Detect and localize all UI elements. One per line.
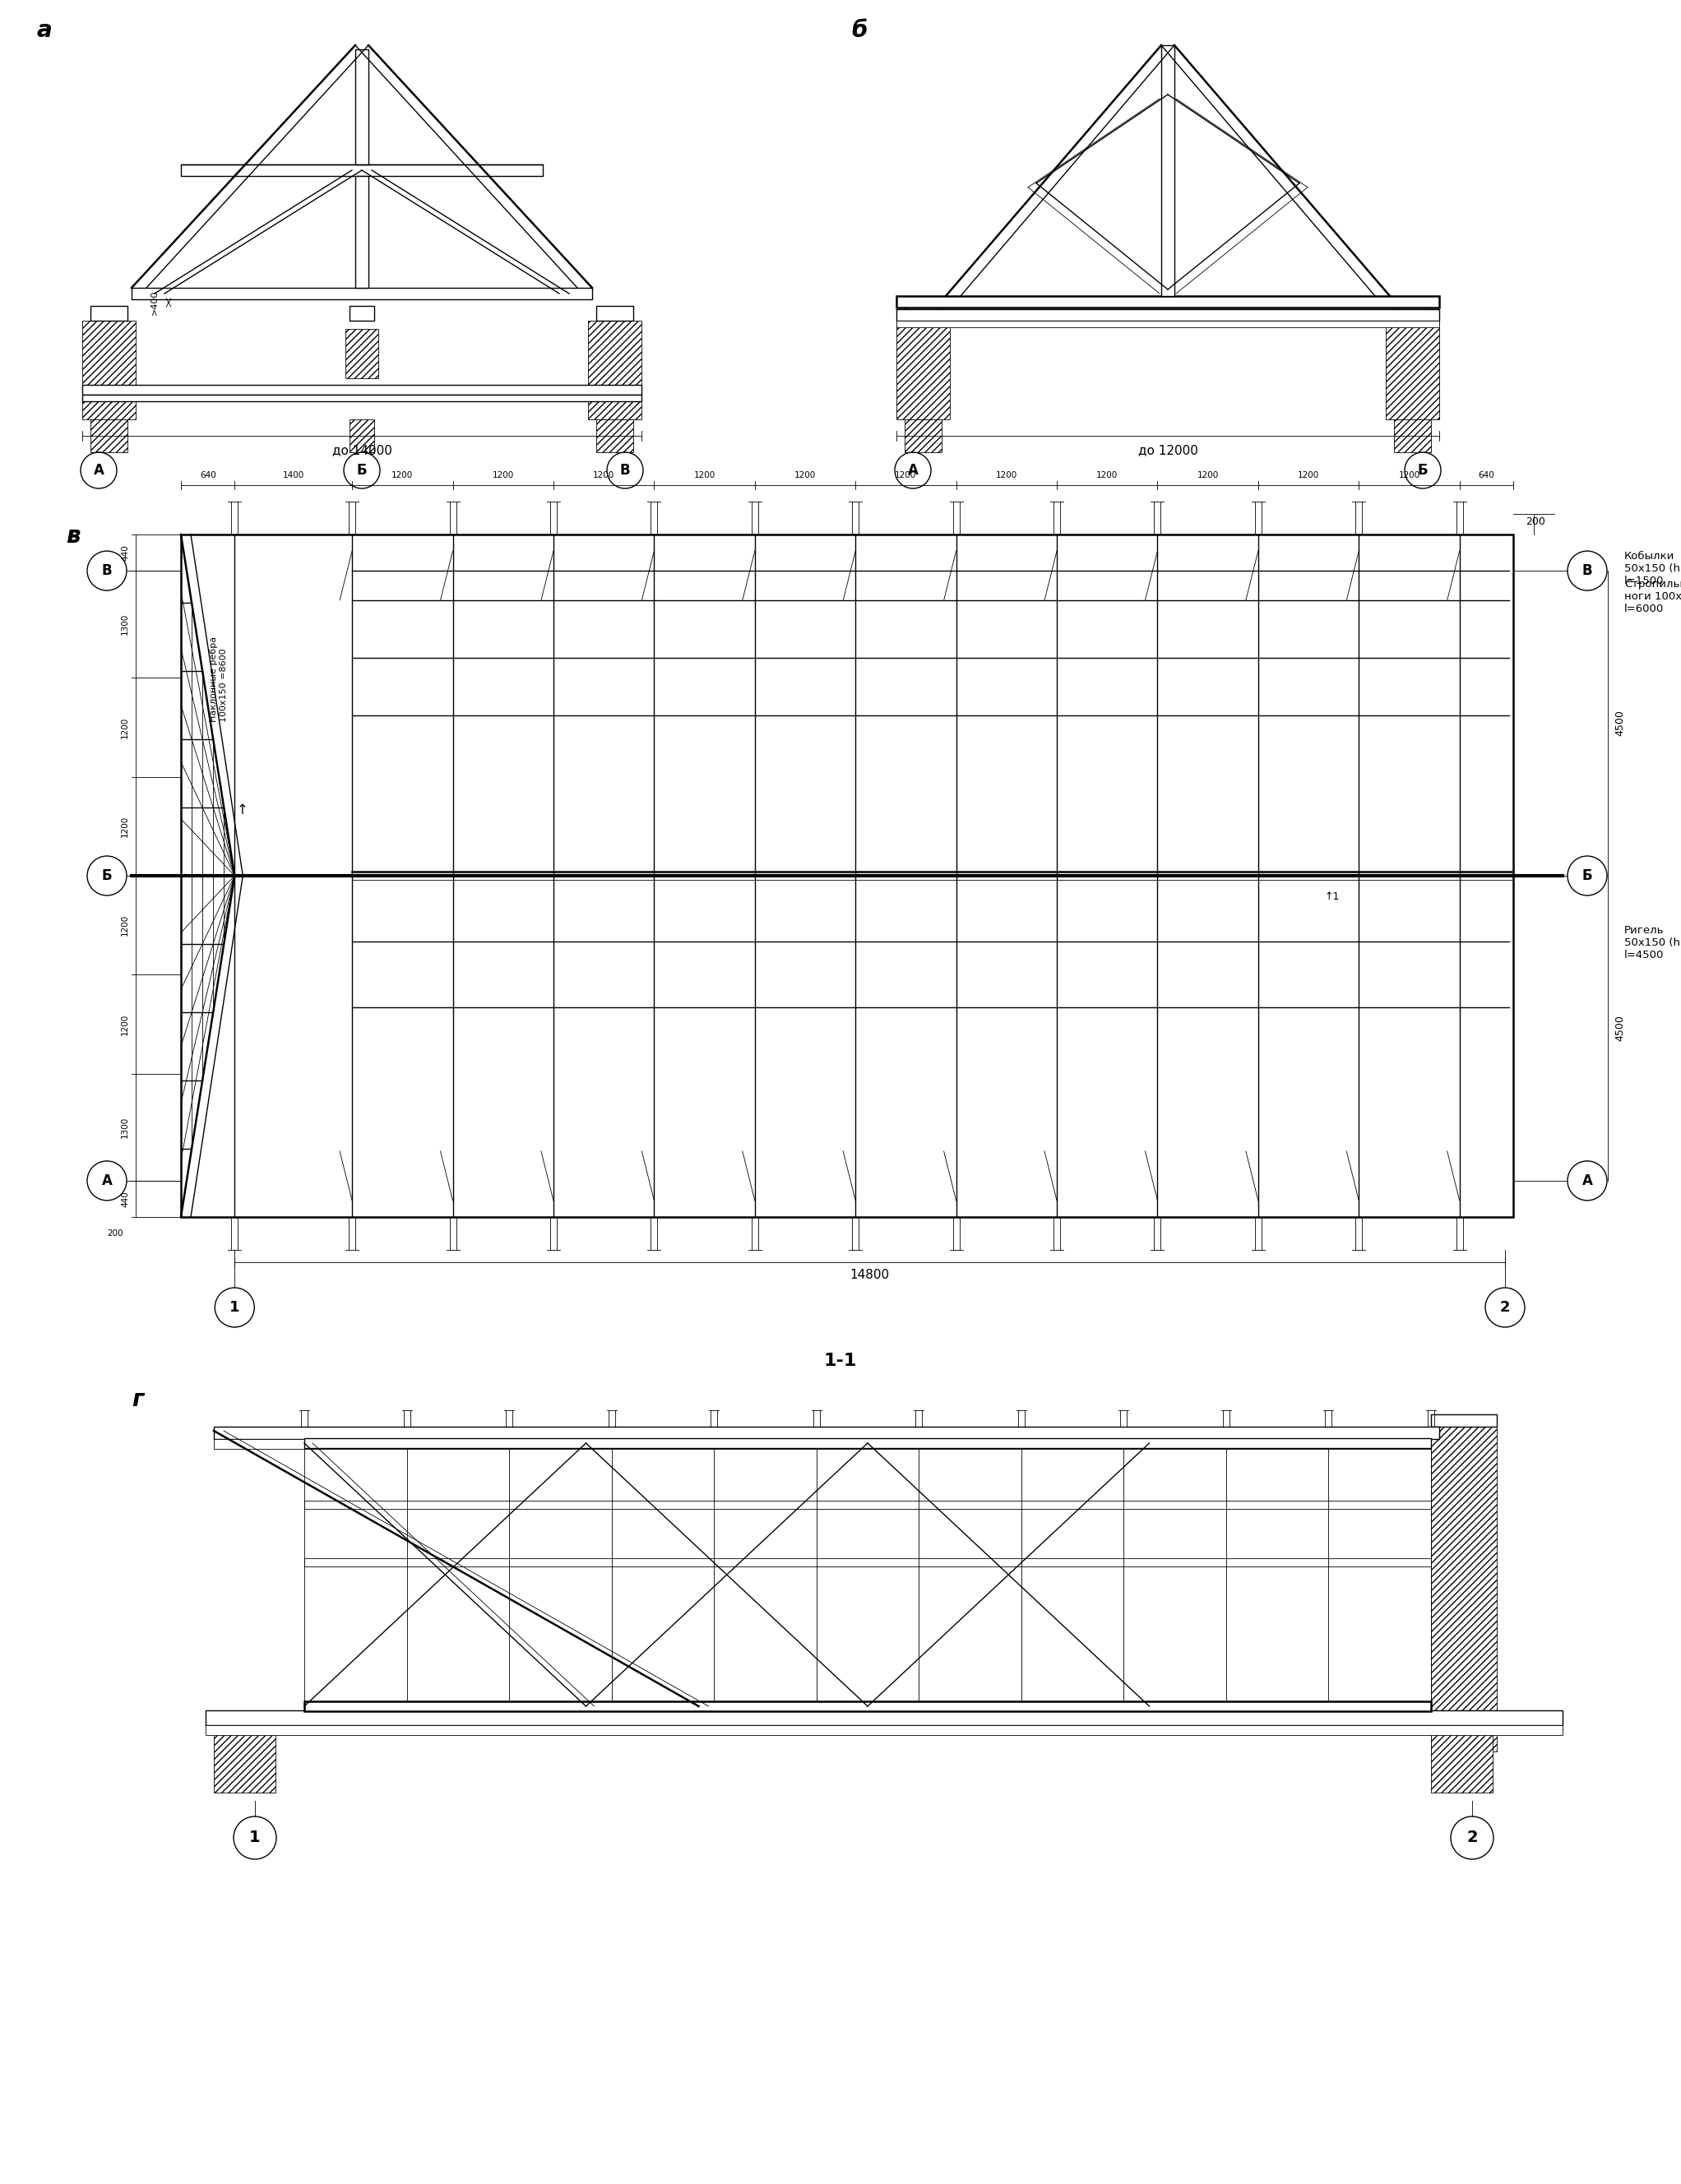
Bar: [896, 321, 1439, 328]
Bar: [213, 1719, 276, 1793]
Text: 1200: 1200: [121, 716, 129, 738]
Text: а: а: [37, 20, 52, 41]
Text: 1200: 1200: [121, 915, 129, 937]
Text: Б: Б: [356, 463, 366, 478]
Text: >400: >400: [151, 290, 158, 314]
Text: 1200: 1200: [1399, 472, 1420, 480]
Bar: [1431, 1415, 1496, 1426]
Text: ↑: ↑: [237, 802, 249, 817]
Bar: [355, 50, 368, 164]
Text: 2: 2: [1466, 1830, 1478, 1845]
Text: ↑1: ↑1: [1325, 891, 1340, 902]
Text: Стропильные
ноги 100x150
l=6000: Стропильные ноги 100x150 l=6000: [1624, 579, 1681, 614]
Text: 640: 640: [1478, 472, 1494, 480]
Text: 1200: 1200: [894, 472, 916, 480]
Bar: [131, 288, 592, 299]
Text: 1200: 1200: [694, 472, 714, 480]
Bar: [82, 395, 642, 402]
Text: 1200: 1200: [795, 472, 815, 480]
Bar: [304, 1500, 1431, 1509]
Text: В: В: [1582, 563, 1592, 579]
Bar: [350, 306, 375, 321]
Bar: [1385, 321, 1439, 419]
Text: 1300: 1300: [121, 1116, 129, 1138]
Bar: [82, 384, 642, 395]
Text: до 14000: до 14000: [331, 443, 392, 456]
Text: 640: 640: [200, 472, 215, 480]
Text: А: А: [94, 463, 104, 478]
Bar: [345, 330, 378, 378]
Text: г: г: [131, 1389, 143, 1411]
Text: 1200: 1200: [1096, 472, 1118, 480]
Text: А: А: [101, 1173, 113, 1188]
Text: до 12000: до 12000: [1138, 443, 1199, 456]
Bar: [205, 1725, 1563, 1734]
Text: Б: Б: [103, 869, 113, 882]
Bar: [597, 419, 634, 452]
Bar: [904, 419, 941, 452]
Text: 1200: 1200: [995, 472, 1017, 480]
Bar: [896, 297, 1439, 308]
Text: 1200: 1200: [493, 472, 514, 480]
Text: Б: Б: [1582, 869, 1592, 882]
Bar: [304, 1701, 1431, 1712]
Bar: [1431, 1422, 1496, 1752]
Text: 1: 1: [249, 1830, 261, 1845]
Bar: [1431, 1719, 1493, 1793]
Text: 1: 1: [230, 1299, 240, 1315]
Text: А: А: [1582, 1173, 1592, 1188]
Text: 4500: 4500: [1614, 1016, 1626, 1042]
Text: б: б: [851, 20, 867, 41]
Bar: [896, 321, 950, 419]
Bar: [1162, 46, 1175, 297]
Bar: [91, 306, 128, 321]
Text: 1200: 1200: [121, 815, 129, 836]
Text: 200: 200: [108, 1230, 123, 1238]
Bar: [182, 164, 543, 177]
Text: 4500: 4500: [1614, 710, 1626, 736]
Text: А: А: [908, 463, 918, 478]
Bar: [597, 306, 634, 321]
Text: 1300: 1300: [121, 614, 129, 636]
Bar: [213, 1426, 1439, 1439]
Bar: [91, 419, 128, 452]
Text: 1400: 1400: [282, 472, 304, 480]
Text: 14800: 14800: [851, 1269, 889, 1282]
Bar: [82, 321, 136, 419]
Text: 440: 440: [121, 544, 129, 561]
Text: Б: Б: [1417, 463, 1427, 478]
Text: 1200: 1200: [593, 472, 615, 480]
Text: Ригель
50x150 (h)
l=4500: Ригель 50x150 (h) l=4500: [1624, 926, 1681, 961]
Bar: [588, 321, 642, 419]
Text: 1200: 1200: [121, 1013, 129, 1035]
Text: В: В: [620, 463, 630, 478]
Text: В: В: [103, 563, 113, 579]
Text: 1200: 1200: [1298, 472, 1320, 480]
Text: 440: 440: [121, 1190, 129, 1208]
Bar: [350, 419, 375, 452]
Text: 1-1: 1-1: [824, 1352, 857, 1369]
Bar: [904, 306, 941, 321]
Bar: [1394, 306, 1431, 321]
Text: Кобылки
50x150 (h)
l=1500: Кобылки 50x150 (h) l=1500: [1624, 550, 1681, 585]
Bar: [1394, 419, 1431, 452]
Bar: [304, 1557, 1431, 1566]
Text: 2: 2: [1499, 1299, 1510, 1315]
Text: в: в: [66, 524, 81, 548]
Text: 200: 200: [1526, 518, 1545, 529]
Text: Наклонные ребра
100x150 =8600: Наклонные ребра 100x150 =8600: [210, 636, 227, 723]
Text: 1200: 1200: [1197, 472, 1219, 480]
Bar: [205, 1710, 1563, 1725]
Bar: [896, 310, 1439, 321]
Bar: [304, 1439, 1431, 1448]
Bar: [182, 535, 1513, 1216]
Bar: [213, 1439, 1431, 1448]
Bar: [355, 177, 368, 288]
Text: 1200: 1200: [392, 472, 414, 480]
